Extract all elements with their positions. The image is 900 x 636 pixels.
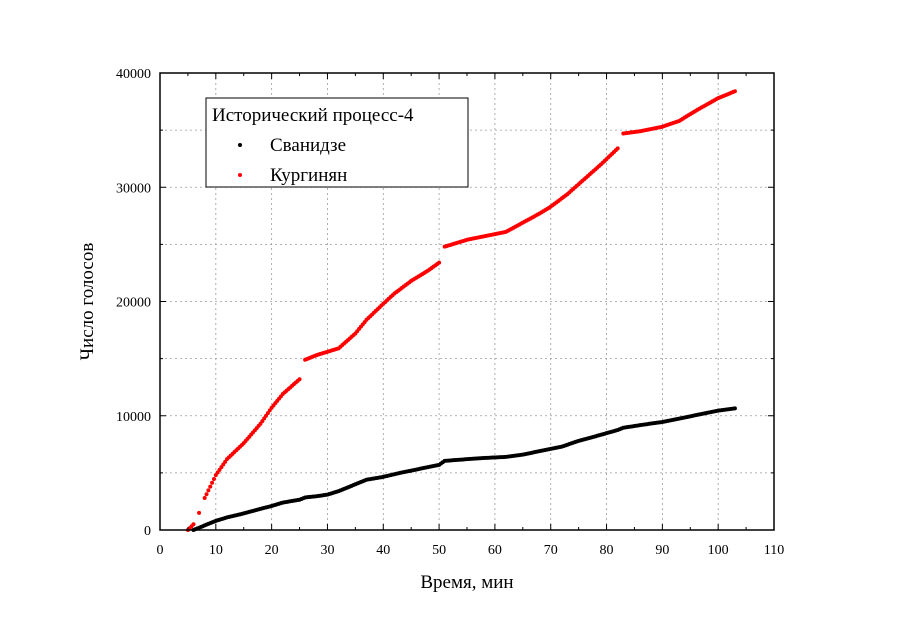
x-tick-label: 90 <box>655 543 669 558</box>
x-tick-label: 110 <box>764 543 784 558</box>
series-svanidze <box>191 406 737 532</box>
data-point <box>202 496 207 501</box>
legend-label-kurginyan: Кургинян <box>270 165 347 186</box>
data-point <box>732 89 737 94</box>
data-point <box>204 492 209 497</box>
data-point <box>732 406 737 411</box>
legend: Исторический процесс-4 Сванидзе Кургинян <box>205 97 469 188</box>
x-tick-label: 100 <box>708 543 729 558</box>
series-layer <box>185 89 737 532</box>
y-tick-labels: 0 10000 20000 30000 40000 <box>116 67 151 539</box>
y-tick-label: 30000 <box>116 181 151 196</box>
x-tick-label: 40 <box>376 543 390 558</box>
x-tick-labels: 0 10 20 30 40 50 60 70 80 90 100 110 <box>157 543 785 558</box>
y-tick-label: 20000 <box>116 296 151 311</box>
legend-marker-svanidze <box>238 143 242 147</box>
data-point <box>437 260 442 265</box>
data-point <box>297 377 302 382</box>
legend-box <box>205 97 469 188</box>
series-kurginyan <box>185 89 737 532</box>
x-tick-label: 10 <box>209 543 223 558</box>
y-tick-label: 10000 <box>116 410 151 425</box>
data-point <box>208 484 213 489</box>
x-tick-label: 50 <box>432 543 446 558</box>
data-point <box>206 488 211 493</box>
legend-title: Исторический процесс-4 <box>212 105 414 126</box>
x-tick-label: 0 <box>157 543 164 558</box>
x-tick-label: 30 <box>320 543 334 558</box>
y-axis-title: Число голосов <box>77 243 98 361</box>
x-tick-label: 60 <box>488 543 502 558</box>
data-point <box>191 522 196 527</box>
data-point <box>615 146 620 151</box>
data-point <box>211 476 216 481</box>
x-tick-label: 70 <box>544 543 558 558</box>
data-point <box>210 480 215 485</box>
legend-marker-kurginyan <box>238 173 242 177</box>
x-tick-label: 20 <box>265 543 279 558</box>
y-tick-label: 40000 <box>116 67 151 82</box>
legend-label-svanidze: Сванидзе <box>270 135 346 156</box>
data-point <box>197 510 202 515</box>
y-tick-label: 0 <box>144 524 151 539</box>
x-tick-label: 80 <box>600 543 614 558</box>
x-axis-title: Время, мин <box>420 572 513 593</box>
ticks <box>159 72 775 531</box>
